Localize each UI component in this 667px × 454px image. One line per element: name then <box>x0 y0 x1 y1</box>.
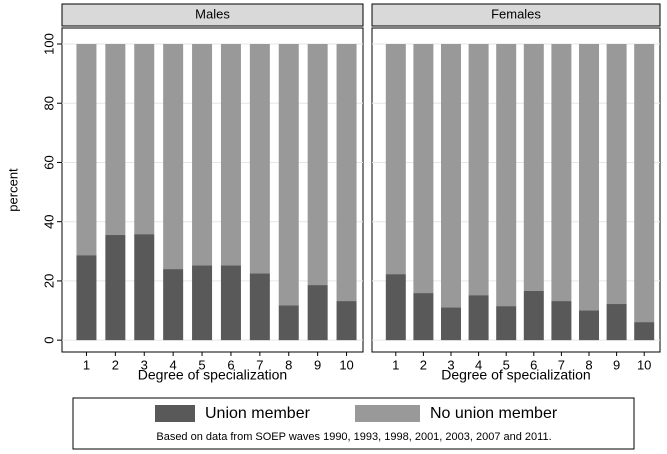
bar <box>192 43 213 266</box>
y-tick-label: 0 <box>41 337 56 344</box>
bar <box>336 301 357 341</box>
y-tick-label: 80 <box>41 96 56 110</box>
bar <box>134 43 155 235</box>
x-tick-label: 9 <box>613 357 620 372</box>
legend-swatch <box>155 405 195 422</box>
bar <box>105 43 126 236</box>
bar <box>163 43 184 270</box>
bar <box>523 43 544 291</box>
bar <box>76 43 97 256</box>
x-tick-label: 2 <box>420 357 427 372</box>
x-tick-label: 6 <box>227 357 234 372</box>
x-tick-label: 8 <box>285 357 292 372</box>
x-tick-label: 3 <box>447 357 454 372</box>
note: Based on data from SOEP waves 1990, 1993… <box>156 431 551 443</box>
y-tick-label: 60 <box>41 155 56 169</box>
y-tick-label: 20 <box>41 274 56 288</box>
x-tick-label: 7 <box>558 357 565 372</box>
bar <box>192 265 213 341</box>
legend-label: Union member <box>205 405 311 422</box>
bar <box>278 305 299 341</box>
bar <box>606 304 627 341</box>
bar <box>76 255 97 341</box>
legend-label: No union member <box>430 405 558 422</box>
x-tick-label: 5 <box>503 357 510 372</box>
bar <box>249 43 270 274</box>
x-axis-label: Degree of specialization <box>441 367 590 383</box>
x-axis-label: Degree of specialization <box>138 367 287 383</box>
bar <box>105 235 126 341</box>
y-tick-label: 40 <box>41 214 56 228</box>
bar <box>441 307 461 341</box>
bar <box>385 274 406 341</box>
bar <box>307 43 328 286</box>
x-tick-label: 1 <box>83 357 90 372</box>
bar <box>441 43 461 308</box>
x-tick-label: 10 <box>339 357 353 372</box>
bar <box>634 322 655 341</box>
x-tick-label: 1 <box>392 357 399 372</box>
x-tick-label: 8 <box>585 357 592 372</box>
bar <box>134 234 155 341</box>
bar <box>579 310 599 341</box>
bar <box>413 293 434 341</box>
bar <box>307 285 328 341</box>
bar <box>551 43 572 302</box>
legend-swatch <box>355 405 420 422</box>
bar <box>468 295 489 341</box>
x-tick-label: 7 <box>256 357 263 372</box>
x-tick-label: 2 <box>112 357 119 372</box>
x-tick-label: 6 <box>530 357 537 372</box>
bar <box>496 306 517 341</box>
x-tick-label: 4 <box>170 357 177 372</box>
panel-header <box>61 3 364 27</box>
x-tick-label: 3 <box>141 357 148 372</box>
bar <box>523 290 544 341</box>
bar <box>278 43 299 306</box>
bar <box>336 43 357 302</box>
bar <box>468 43 489 296</box>
bar <box>606 43 627 305</box>
x-tick-label: 9 <box>314 357 321 372</box>
bar <box>220 43 241 266</box>
bar <box>385 43 406 275</box>
panel-title: Females <box>491 6 541 21</box>
x-tick-label: 5 <box>198 357 205 372</box>
x-tick-label: 10 <box>637 357 651 372</box>
x-tick-label: 4 <box>475 357 482 372</box>
panel-header <box>371 3 661 27</box>
y-axis-label: percent <box>5 168 20 212</box>
bar <box>249 273 270 341</box>
bar <box>551 301 572 341</box>
y-tick-label: 100 <box>41 33 56 55</box>
bar <box>496 43 517 307</box>
bar <box>220 265 241 341</box>
bar <box>579 43 599 311</box>
panel-title: Males <box>195 6 230 21</box>
bar <box>413 43 434 294</box>
bar <box>634 43 655 323</box>
bar <box>163 269 184 341</box>
